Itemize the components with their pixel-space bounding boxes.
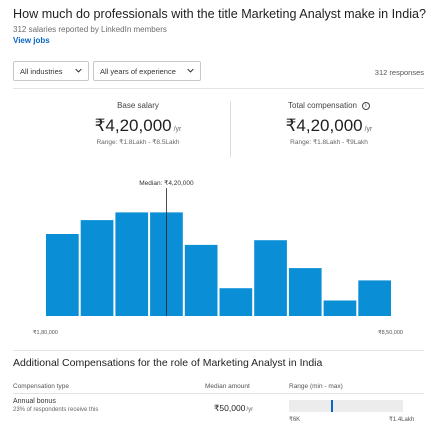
- range-min-label: ₹6K: [289, 417, 301, 423]
- base-salary-label: Base salary: [117, 101, 159, 110]
- experience-dropdown-label: All years of experience: [100, 66, 176, 76]
- histogram-bar[interactable]: [288, 268, 322, 316]
- histogram-bar[interactable]: [115, 212, 149, 316]
- base-salary-value: ₹4,20,000/yr: [58, 116, 218, 136]
- histogram-bar[interactable]: [219, 288, 253, 316]
- responses-count: 312 responses: [374, 68, 424, 77]
- x-max-label: ₹8,50,000: [378, 329, 403, 336]
- total-compensation-amount: ₹4,20,000: [285, 116, 363, 135]
- industries-dropdown-label: All industries: [20, 66, 63, 76]
- column-header-median: Median amount: [205, 383, 250, 390]
- base-salary-range: Range: ₹1.8Lakh - ₹8.5Lakh: [96, 139, 180, 146]
- histogram-bar[interactable]: [358, 280, 391, 316]
- divider: [13, 88, 424, 89]
- base-salary-period: /yr: [173, 126, 182, 133]
- salary-histogram: Median: ₹4,20,000 ₹1,80,000 ₹8,50,000: [33, 179, 403, 336]
- column-header-range: Range (min - max): [289, 383, 343, 390]
- total-compensation-card: Total compensation i ₹4,20,000/yr Range: …: [249, 101, 409, 146]
- industries-dropdown[interactable]: All industries: [13, 61, 89, 81]
- annual-bonus-label: Annual bonus: [13, 398, 56, 405]
- divider: [13, 350, 424, 351]
- experience-dropdown[interactable]: All years of experience: [93, 61, 201, 81]
- chevron-down-icon: [75, 68, 82, 73]
- card-divider: [230, 101, 231, 157]
- divider: [13, 393, 424, 394]
- total-compensation-label: Total compensation: [288, 101, 357, 110]
- annual-bonus-amount: ₹50,000: [214, 403, 246, 413]
- view-jobs-link[interactable]: View jobs: [13, 36, 50, 45]
- chevron-down-icon: [187, 68, 194, 73]
- total-compensation-period: /yr: [364, 126, 373, 133]
- total-compensation-value: ₹4,20,000/yr: [249, 116, 409, 136]
- info-icon[interactable]: i: [361, 101, 370, 110]
- base-salary-amount: ₹4,20,000: [94, 116, 172, 135]
- histogram-bar[interactable]: [80, 220, 114, 316]
- column-header-type: Compensation type: [13, 383, 70, 390]
- salary-count: 312 salaries reported by LinkedIn member…: [13, 25, 167, 34]
- range-median-marker: [331, 400, 334, 412]
- annual-bonus-period: /yr: [246, 407, 254, 413]
- x-min-label: ₹1,80,000: [33, 329, 58, 336]
- histogram-bar[interactable]: [323, 300, 357, 317]
- page-title: How much do professionals with the title…: [13, 7, 426, 21]
- annual-bonus-share: 23% of respondents receive this: [13, 407, 99, 413]
- histogram-bar[interactable]: [254, 240, 287, 316]
- histogram-bar[interactable]: [46, 234, 79, 316]
- base-salary-card: Base salary ₹4,20,000/yr Range: ₹1.8Lakh…: [58, 101, 218, 146]
- annual-bonus-median: ₹50,000/yr: [214, 403, 253, 414]
- range-max-label: ₹1.4Lakh: [389, 417, 415, 423]
- median-label: Median: ₹4,20,000: [139, 179, 194, 187]
- range-track: [289, 400, 403, 412]
- total-compensation-label-row: Total compensation i: [249, 101, 409, 110]
- histogram-bar[interactable]: [184, 244, 218, 316]
- additional-compensation-title: Additional Compensations for the role of…: [13, 357, 323, 369]
- total-compensation-range: Range: ₹1.8Lakh - ₹9Lakh: [290, 139, 368, 146]
